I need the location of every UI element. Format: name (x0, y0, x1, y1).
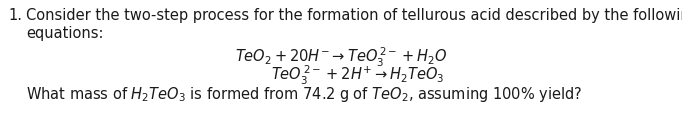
Text: $\mathit{TeO_2 + 20H^{-} \rightarrow TeO_3^{\,2-} + H_2O}$: $\mathit{TeO_2 + 20H^{-} \rightarrow TeO… (235, 46, 447, 69)
Text: $\mathit{TeO_3^{\,2-} + 2H^{+} \rightarrow H_2TeO_3}$: $\mathit{TeO_3^{\,2-} + 2H^{+} \rightarr… (271, 64, 445, 87)
Text: 1.: 1. (8, 8, 22, 23)
Text: Consider the two-step process for the formation of tellurous acid described by t: Consider the two-step process for the fo… (26, 8, 682, 23)
Text: What mass of $\mathit{H_2TeO_3}$ is formed from 74.2 g of $\mathit{TeO_2}$, assu: What mass of $\mathit{H_2TeO_3}$ is form… (26, 85, 582, 104)
Text: equations:: equations: (26, 26, 104, 41)
